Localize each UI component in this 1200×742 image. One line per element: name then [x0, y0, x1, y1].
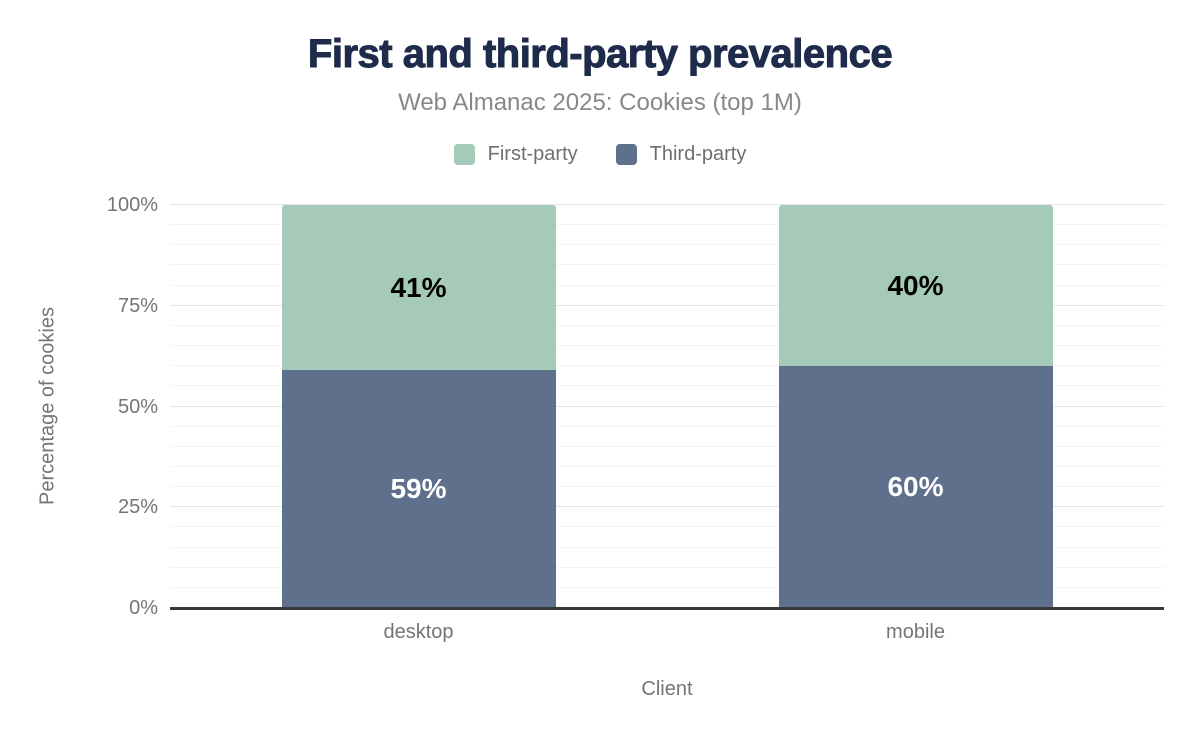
- legend-swatch-third-party-icon: [615, 144, 637, 165]
- gridline-75: [170, 304, 1164, 306]
- gridline-65: [170, 345, 1164, 347]
- y-tick-label-25: 25%: [117, 496, 158, 519]
- bar-segment-mobile-third-party: 60%: [778, 366, 1053, 608]
- bar-segment-desktop-third-party: 59%: [281, 370, 556, 608]
- gridline-30: [170, 486, 1164, 488]
- legend: First-party Third-party: [0, 143, 1200, 166]
- gridline-70: [170, 324, 1164, 326]
- gridline-90: [170, 244, 1164, 246]
- gridline-60: [170, 365, 1164, 367]
- y-tick-label-50: 50%: [117, 395, 158, 418]
- x-tick-label-mobile: mobile: [886, 621, 945, 643]
- legend-label-first-party: First-party: [487, 143, 578, 165]
- legend-swatch-first-party-icon: [453, 144, 475, 165]
- gridline-50: [170, 405, 1164, 407]
- bar-value-label-mobile-first-party: 40%: [887, 269, 944, 301]
- x-tick-label-desktop: desktop: [383, 621, 454, 643]
- chart-subtitle: Web Almanac 2025: Cookies (top 1M): [398, 89, 802, 116]
- bar-segment-mobile-first-party: 40%: [778, 205, 1053, 367]
- gridline-100: [170, 204, 1164, 205]
- gridline-10: [170, 566, 1164, 568]
- x-axis-line: [170, 607, 1164, 610]
- bar-value-label-desktop-third-party: 59%: [390, 473, 447, 505]
- chart-title: First and third-party prevalence: [307, 32, 893, 77]
- gridline-80: [170, 284, 1164, 286]
- gridline-95: [170, 224, 1164, 226]
- legend-item-first-party: First-party: [453, 143, 578, 166]
- bar-value-label-desktop-first-party: 41%: [390, 271, 447, 303]
- x-axis-title: Client: [641, 678, 693, 700]
- y-tick-label-75: 75%: [117, 294, 158, 317]
- y-tick-label-0: 0%: [129, 597, 158, 619]
- y-axis-title: Percentage of cookies: [36, 307, 59, 505]
- gridline-85: [170, 264, 1164, 266]
- legend-item-third-party: Third-party: [615, 143, 747, 166]
- gridline-5: [170, 586, 1164, 588]
- bar-segment-desktop-first-party: 41%: [281, 205, 556, 371]
- gridline-55: [170, 385, 1164, 387]
- gridline-20: [170, 526, 1164, 528]
- legend-label-third-party: Third-party: [649, 143, 747, 165]
- gridline-40: [170, 445, 1164, 447]
- bar-value-label-mobile-third-party: 60%: [887, 471, 944, 503]
- y-tick-label-100: 100%: [106, 194, 158, 216]
- gridline-15: [170, 546, 1164, 548]
- gridline-25: [170, 506, 1164, 508]
- gridline-35: [170, 465, 1164, 467]
- gridline-45: [170, 425, 1164, 427]
- plot-area: 0% 25% 50% 75% 100% 59% 41% desktop 60% 40% mobile: [107, 194, 1164, 643]
